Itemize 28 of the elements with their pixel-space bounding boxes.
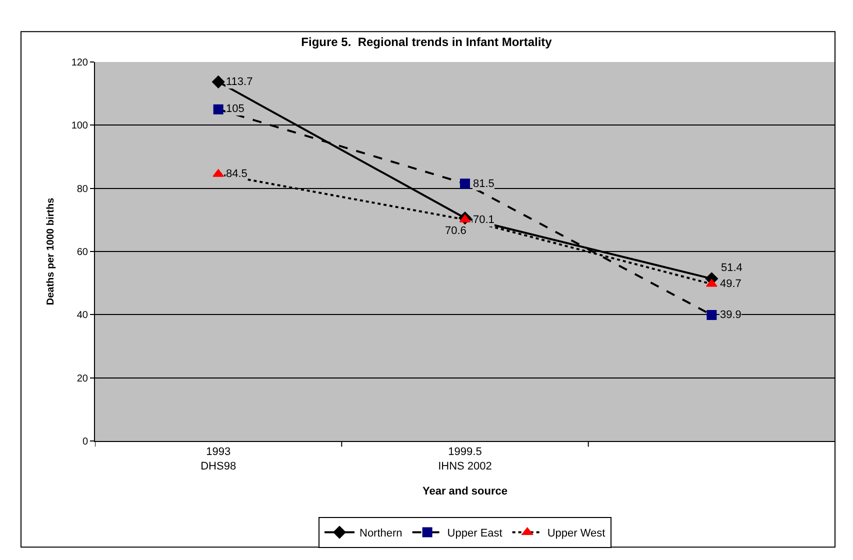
y-tick-label: 20 — [76, 373, 88, 384]
data-label: 51.4 — [721, 262, 742, 274]
data-label: 49.7 — [720, 278, 742, 290]
chart-title: Figure 5. Regional trends in Infant Mortality — [301, 35, 552, 50]
legend-label: Northern — [360, 528, 402, 540]
data-label: 39.9 — [720, 309, 742, 321]
point — [460, 178, 470, 189]
legend-label: Upper East — [447, 528, 502, 540]
legend-label: Upper West — [547, 528, 606, 540]
y-tick-label: 60 — [76, 247, 88, 258]
y-tick-label: 80 — [76, 184, 88, 195]
data-label: 70.6 — [445, 225, 466, 237]
y-tick-label: 120 — [71, 58, 88, 68]
x-tick-label: 1999.5 IHNS 2002 — [438, 446, 492, 472]
point — [706, 310, 717, 320]
point — [212, 76, 225, 88]
data-label: 84.5 — [226, 168, 248, 180]
x-axis-title: Year and source — [422, 486, 508, 498]
data-label: 70.1 — [473, 214, 494, 226]
point — [213, 104, 224, 114]
data-label: 105 — [226, 103, 244, 115]
data-label: 81.5 — [473, 178, 494, 190]
y-tick-label: 40 — [76, 310, 88, 322]
x-tick-label: 1993 DHS98 — [200, 446, 236, 472]
y-tick-label: 0 — [82, 436, 88, 448]
data-label: 113.7 — [226, 76, 253, 88]
y-tick-label: 100 — [71, 120, 88, 132]
y-axis-title: Deaths per 1000 births — [45, 197, 56, 306]
